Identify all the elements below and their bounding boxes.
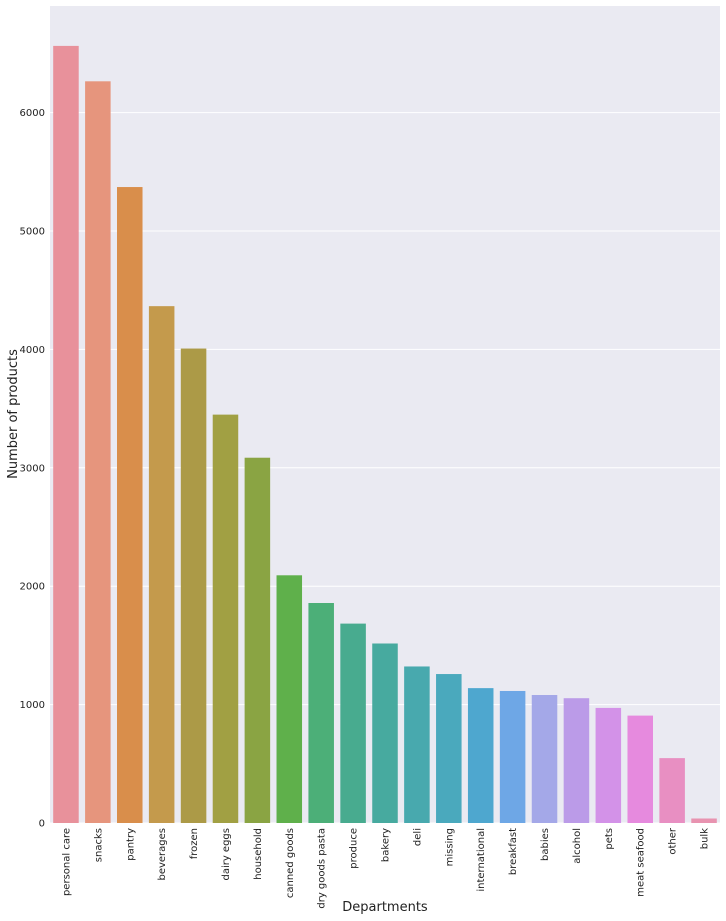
x-tick-label: babies: [540, 828, 551, 861]
x-tick-label: bulk: [700, 828, 711, 849]
bar-pets: [595, 707, 622, 823]
y-tick-label: 1000: [20, 700, 45, 711]
y-axis-title: Number of products: [6, 349, 21, 479]
y-tick-label: 6000: [20, 108, 45, 119]
y-tick-label: 5000: [20, 226, 45, 237]
x-tick-label: international: [476, 828, 487, 892]
bar-babies: [531, 695, 558, 823]
bar-snacks: [85, 81, 111, 823]
bar-meat-seafood: [627, 715, 653, 823]
bar-international: [467, 688, 494, 823]
bar-alcohol: [563, 698, 590, 823]
y-tick-labels: 0 1000 2000 3000 4000 5000 6000: [20, 108, 45, 829]
x-tick-label: produce: [349, 828, 360, 869]
bars: [53, 45, 717, 823]
x-tick-label: dairy eggs: [221, 828, 232, 881]
x-tick-label: household: [253, 828, 264, 880]
x-tick-labels: personal care snacks pantry beverages frozen…: [61, 827, 710, 909]
x-axis-title: Departments: [342, 900, 428, 915]
bar-breakfast: [499, 690, 526, 823]
bar-other: [659, 758, 685, 823]
x-tick-label: snacks: [93, 828, 104, 862]
x-tick-label: beverages: [157, 828, 168, 881]
x-tick-label: canned goods: [285, 828, 296, 898]
y-tick-label: 0: [39, 819, 45, 830]
bar-pantry: [117, 187, 143, 823]
bar-household: [244, 457, 271, 823]
bar-produce: [340, 623, 366, 823]
bar-missing: [436, 674, 462, 823]
bar-deli: [404, 666, 430, 823]
x-tick-label: missing: [444, 828, 455, 866]
x-tick-label: pantry: [125, 828, 136, 861]
bar-personal-care: [53, 45, 79, 823]
x-tick-label: dry goods pasta: [317, 828, 328, 909]
x-tick-label: alcohol: [572, 828, 583, 864]
x-tick-label: breakfast: [508, 828, 519, 875]
x-tick-label: frozen: [189, 828, 200, 859]
bar-bulk: [691, 818, 717, 823]
bar-beverages: [148, 306, 175, 823]
x-tick-label: pets: [604, 828, 615, 850]
bar-bakery: [372, 643, 398, 823]
bar-frozen: [180, 348, 207, 823]
bar-dairy-eggs: [212, 414, 239, 823]
x-tick-label: meat seafood: [636, 828, 647, 897]
y-tick-label: 4000: [20, 345, 45, 356]
x-tick-label: deli: [412, 828, 423, 846]
x-tick-label: bakery: [381, 828, 392, 862]
y-tick-label: 3000: [20, 463, 45, 474]
y-tick-label: 2000: [20, 582, 45, 593]
bar-canned-goods: [276, 575, 303, 823]
bar-dry-goods-pasta: [308, 603, 334, 823]
x-tick-label: personal care: [61, 828, 72, 896]
x-tick-label: other: [668, 827, 679, 855]
